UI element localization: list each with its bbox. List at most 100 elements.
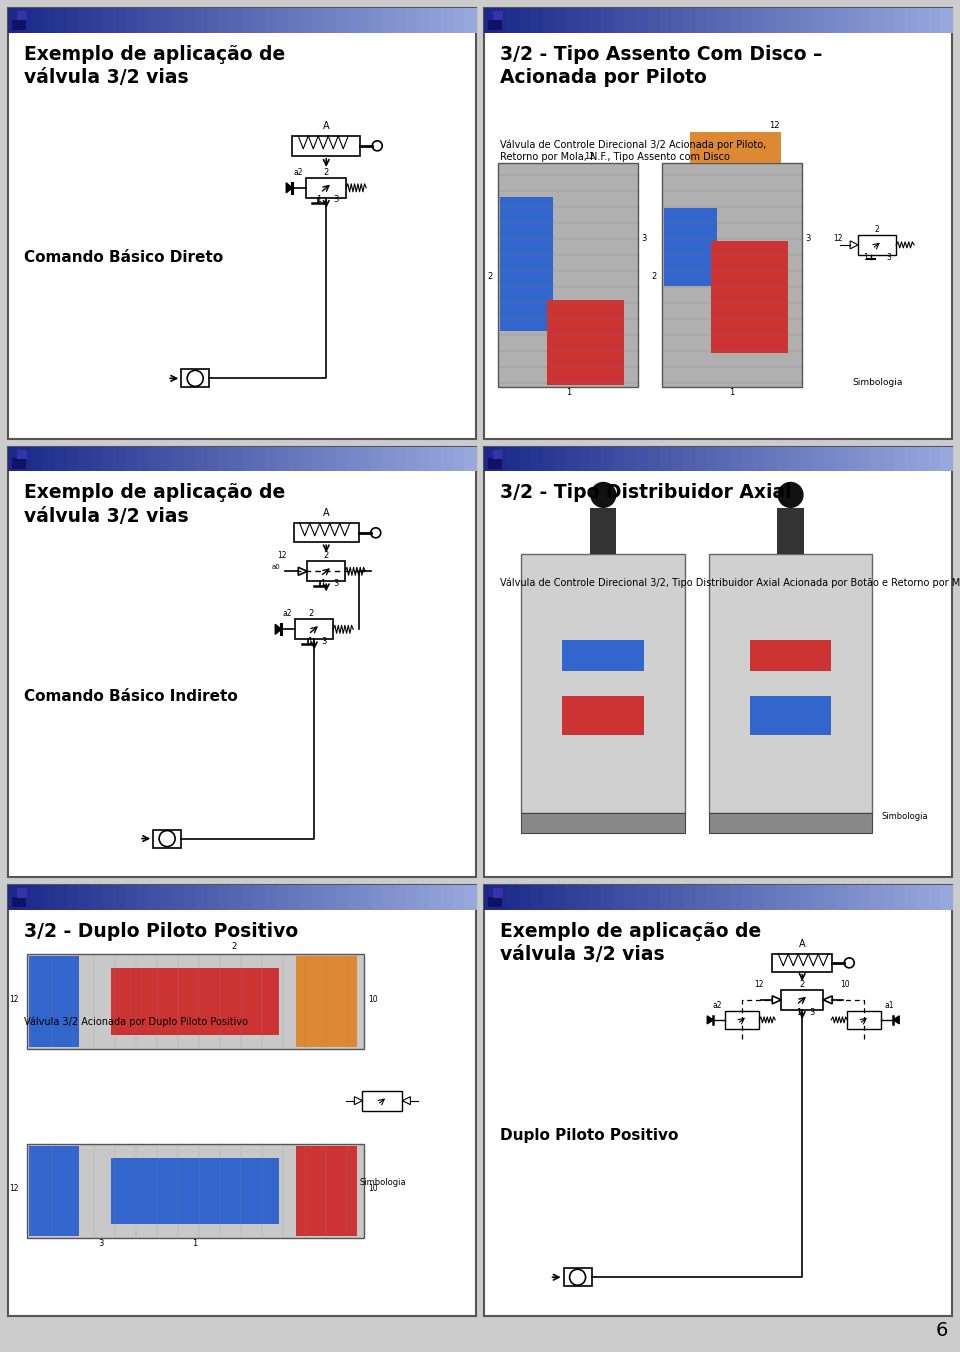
Text: 12: 12 [10, 1184, 19, 1192]
Text: 1: 1 [565, 388, 571, 397]
Bar [43, 446, 56, 472]
Bar [495, 446, 509, 472]
Bar [207, 886, 220, 910]
Bar [772, 955, 832, 972]
Bar [90, 8, 103, 32]
Bar [441, 886, 453, 910]
Bar [612, 8, 625, 32]
Bar [297, 956, 357, 1046]
Bar [382, 886, 396, 910]
Bar [488, 458, 501, 469]
Bar [371, 8, 383, 32]
Bar [835, 446, 848, 472]
Bar [519, 886, 532, 910]
Bar [811, 886, 825, 910]
Bar [395, 446, 407, 472]
Bar [111, 968, 279, 1034]
Bar [294, 523, 359, 542]
Bar [565, 8, 579, 32]
Bar [219, 446, 231, 472]
Text: Exemplo de aplicação de
válvula 3/2 vias: Exemplo de aplicação de válvula 3/2 vias [24, 483, 285, 526]
Bar [371, 886, 383, 910]
Bar [870, 8, 883, 32]
Bar [777, 446, 789, 472]
Bar [219, 8, 231, 32]
Bar [708, 554, 873, 813]
Bar [730, 886, 742, 910]
Bar [648, 446, 660, 472]
Bar [940, 8, 953, 32]
Bar [90, 886, 103, 910]
Bar [531, 446, 543, 472]
Bar [800, 8, 812, 32]
Bar [564, 1268, 591, 1286]
Bar [230, 886, 243, 910]
Bar [917, 886, 929, 910]
Bar [253, 8, 266, 32]
Bar [753, 886, 766, 910]
Bar [27, 1144, 364, 1238]
Bar [183, 886, 196, 910]
Bar [521, 813, 685, 833]
Bar [78, 886, 91, 910]
Bar [160, 886, 173, 910]
Bar [563, 696, 644, 735]
Bar [242, 8, 254, 32]
Bar [718, 8, 731, 32]
Text: 3: 3 [641, 234, 647, 243]
Bar [102, 446, 114, 472]
Bar [905, 886, 918, 910]
Bar [928, 8, 942, 32]
Bar [928, 886, 942, 910]
Bar [289, 886, 301, 910]
Bar [824, 8, 836, 32]
Bar [661, 164, 803, 387]
Bar [312, 8, 324, 32]
Bar [671, 886, 684, 910]
Bar [136, 886, 150, 910]
Text: Comando Básico Indireto: Comando Básico Indireto [24, 690, 238, 704]
Bar [824, 446, 836, 472]
Bar [195, 446, 208, 472]
Bar [788, 886, 801, 910]
Bar [230, 8, 243, 32]
Bar [429, 886, 442, 910]
Bar [55, 446, 67, 472]
Bar [870, 886, 883, 910]
Bar [312, 886, 324, 910]
Bar [102, 8, 114, 32]
Bar [172, 446, 184, 472]
Bar [43, 8, 56, 32]
Bar [324, 446, 337, 472]
Bar [718, 886, 731, 910]
Bar [718, 446, 731, 472]
Bar [289, 8, 301, 32]
Bar [277, 8, 290, 32]
Bar [788, 446, 801, 472]
Text: 10: 10 [369, 1184, 378, 1192]
Bar [29, 956, 80, 1046]
Bar [382, 8, 396, 32]
Text: A: A [799, 938, 805, 949]
Bar [565, 446, 579, 472]
Bar [125, 446, 137, 472]
Bar [78, 8, 91, 32]
Text: 12: 12 [277, 552, 287, 560]
Bar [32, 8, 44, 32]
Bar [547, 300, 624, 385]
Circle shape [590, 481, 616, 508]
Bar [730, 446, 742, 472]
Text: 2: 2 [800, 980, 804, 988]
Bar [300, 446, 313, 472]
Bar [300, 886, 313, 910]
Bar [17, 450, 27, 458]
Bar [800, 886, 812, 910]
Text: 2: 2 [875, 224, 879, 234]
Text: 3: 3 [322, 637, 327, 646]
Bar [671, 446, 684, 472]
Bar [336, 8, 348, 32]
Bar [160, 446, 173, 472]
Bar [624, 8, 637, 32]
Bar [695, 886, 708, 910]
Bar [371, 446, 383, 472]
